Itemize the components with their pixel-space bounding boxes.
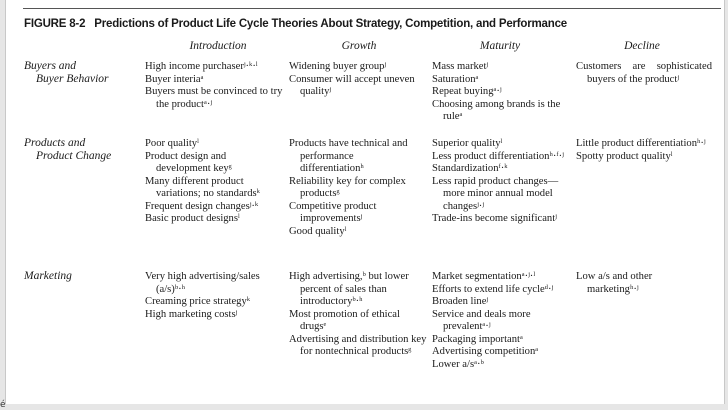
cell-entry: Poor qualityˡ: [145, 138, 199, 149]
cell-entry: Advertising and distribution key for non…: [289, 333, 427, 358]
cell-entry: Buyers must be convinced to try the prod…: [145, 86, 283, 110]
cell-products-growth: Products have technical and performance …: [289, 138, 419, 238]
cell-entry: Superior qualityˡ: [432, 138, 503, 149]
cell-entry: Little product differentiationʰ·ʲ: [576, 138, 706, 149]
cell-buyers-decline: Customers are sophisticated buyers of th…: [576, 61, 712, 86]
cell-entry: Less product differentiationʰ·ᶠ·ʲ: [432, 150, 564, 162]
cell-entry: Basic product designsˡ: [145, 213, 240, 224]
cell-entry: Competitive product improvementsʲ: [289, 200, 377, 225]
cell-entry: Creaming price strategyᵏ: [145, 296, 251, 307]
figure-title: FIGURE 8-2 Predictions of Product Life Cy…: [24, 18, 567, 30]
cell-entry: Most promotion of ethical drugsᵉ: [289, 308, 400, 333]
column-header-introduction: Introduction: [189, 40, 247, 52]
column-header-decline: Decline: [624, 40, 660, 52]
category-line: Marketing: [24, 270, 72, 282]
cell-entry: High marketing costsʲ: [145, 308, 238, 320]
cell-marketing-introduction: Very high advertising/sales (a/s)ᵇ·ʰ Cre…: [145, 271, 281, 321]
cell-marketing-decline: Low a/s and other marketingʰ·ʲ: [576, 271, 686, 296]
cell-entry: Product design and development keyᵍ: [145, 150, 232, 175]
cell-products-maturity: Superior qualityˡ Less product different…: [432, 138, 568, 226]
category-line: Buyers and: [24, 60, 77, 72]
cell-entry: Customers are sophisticated buyers of th…: [576, 61, 712, 85]
cell-entry: Repeat buyingᵃ·ʲ: [432, 86, 502, 97]
cell-entry: Consumer will accept uneven qualityʲ: [289, 73, 415, 98]
cell-entry: Frequent design changesʲ·ᵏ: [145, 200, 259, 212]
category-line: Buyer Behavior: [36, 73, 109, 85]
cell-entry: Standardizationᶠ·ᵏ: [432, 163, 508, 174]
cell-buyers-maturity: Mass marketʲ Saturationᵃ Repeat buyingᵃ·…: [432, 61, 570, 124]
cell-entry: Very high advertising/sales (a/s)ᵇ·ʰ: [145, 271, 260, 295]
document-page: FIGURE 8-2 Predictions of Product Life Cy…: [5, 0, 725, 404]
cell-entry: Products have technical and performance …: [289, 138, 408, 174]
cell-entry: Choosing among brands is the ruleᵃ: [432, 98, 561, 123]
cell-buyers-growth: Widening buyer groupʲ Consumer will acce…: [289, 61, 425, 99]
corner-mark: é: [0, 400, 6, 410]
cell-entry: High advertising,ᵇ but lower percent of …: [289, 271, 409, 307]
cell-entry: Low a/s and other marketingʰ·ʲ: [576, 271, 653, 295]
cell-entry: Good qualityˡ: [289, 225, 347, 237]
cell-entry: Packaging importantᵃ: [432, 333, 523, 345]
cell-marketing-maturity: Market segmentationᵃ·ʲ·ˡ Efforts to exte…: [432, 271, 570, 371]
cell-entry: Less rapid product changes—more minor an…: [432, 175, 559, 212]
cell-entry: Many different product variations; no st…: [145, 175, 260, 200]
cell-entry: Efforts to extend life cycleᵈ·ʲ: [432, 283, 554, 295]
cell-entry: Market segmentationᵃ·ʲ·ˡ: [432, 271, 536, 282]
cell-entry: Spotty product qualityˡ: [576, 150, 673, 162]
figure-label: FIGURE 8-2: [24, 18, 86, 30]
cell-marketing-growth: High advertising,ᵇ but lower percent of …: [289, 271, 427, 359]
cell-entry: Advertising competitionᵃ: [432, 346, 539, 357]
row-category-marketing: Marketing: [24, 270, 72, 283]
cell-entry: Buyer interiaᵃ: [145, 73, 204, 85]
cell-products-decline: Little product differentiationʰ·ʲ Spotty…: [576, 138, 714, 163]
row-category-products: Products and Product Change: [24, 137, 111, 163]
cell-entry: Reliability key for complex productsᵍ: [289, 175, 406, 200]
cell-entry: Lower a/sᵃ·ᵇ: [432, 358, 484, 370]
column-header-maturity: Maturity: [479, 40, 521, 52]
figure-caption: Predictions of Product Life Cycle Theori…: [94, 18, 567, 30]
column-header-growth: Growth: [341, 40, 377, 52]
cell-entry: Saturationᵃ: [432, 73, 479, 85]
cell-entry: High income purchaserʲ·ᵏ·ˡ: [145, 61, 258, 72]
cell-entry: Trade-ins become significantʲ: [432, 213, 557, 224]
cell-buyers-introduction: High income purchaserʲ·ᵏ·ˡ Buyer interia…: [145, 61, 283, 111]
row-category-buyers: Buyers and Buyer Behavior: [24, 60, 109, 86]
cell-entry: Widening buyer groupʲ: [289, 61, 387, 72]
cell-entry: Service and deals more prevalentᵃ·ʲ: [432, 308, 531, 333]
cell-entry: Broaden lineʲ: [432, 296, 489, 307]
cell-products-introduction: Poor qualityˡ Product design and develop…: [145, 138, 279, 226]
category-line: Product Change: [36, 150, 112, 162]
top-rule: [23, 8, 721, 9]
category-line: Products and: [24, 137, 86, 149]
cell-entry: Mass marketʲ: [432, 61, 489, 72]
